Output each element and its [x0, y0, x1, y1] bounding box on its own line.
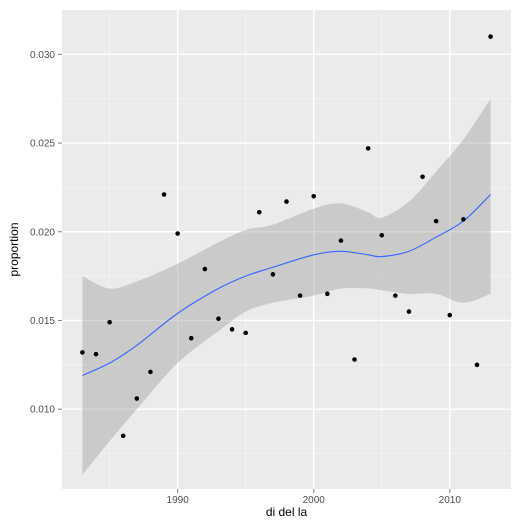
smooth-line [82, 194, 491, 376]
confidence-ribbon [82, 98, 491, 475]
data-point [202, 266, 208, 272]
data-points [80, 34, 493, 439]
data-point [107, 319, 112, 325]
data-point [474, 362, 480, 368]
data-point [420, 174, 425, 180]
y-tick-label: 0.015 [30, 316, 55, 327]
data-point [93, 351, 99, 357]
data-point [488, 34, 493, 39]
data-point [311, 193, 317, 199]
y-axis-title: proportion [7, 222, 21, 276]
data-point [433, 218, 439, 224]
data-point [134, 396, 140, 401]
data-point [175, 231, 180, 236]
data-point [243, 330, 248, 336]
data-point [80, 350, 85, 355]
y-tick-label: 0.030 [30, 50, 55, 61]
data-point [379, 233, 385, 238]
data-point [161, 192, 167, 197]
data-point [188, 335, 194, 341]
y-axis-ticks: 0.010 0.015 0.020 0.025 0.030 [30, 50, 62, 416]
data-point [393, 293, 398, 298]
x-axis-ticks: 1990 2000 2010 [167, 489, 462, 506]
y-tick-label: 0.020 [30, 227, 55, 238]
data-point [256, 209, 262, 215]
grid-major [62, 10, 511, 489]
y-tick-label: 0.025 [30, 139, 55, 150]
data-point [365, 146, 371, 151]
data-point [447, 312, 453, 318]
data-point [461, 217, 466, 222]
data-point [297, 293, 303, 298]
data-point [120, 433, 126, 439]
x-tick-label: 1990 [167, 495, 190, 506]
data-point [406, 309, 412, 314]
data-point [338, 238, 344, 243]
data-point [352, 357, 357, 362]
x-tick-label: 2010 [439, 495, 462, 506]
data-point [325, 291, 330, 297]
data-point [148, 369, 153, 375]
y-tick-label: 0.010 [30, 405, 55, 416]
data-point [284, 199, 289, 204]
data-point [229, 327, 235, 332]
x-tick-label: 2000 [303, 495, 326, 506]
x-axis-title: di del la [266, 505, 308, 519]
data-point [270, 272, 276, 277]
data-point [216, 316, 221, 321]
grid-minor [62, 10, 511, 489]
